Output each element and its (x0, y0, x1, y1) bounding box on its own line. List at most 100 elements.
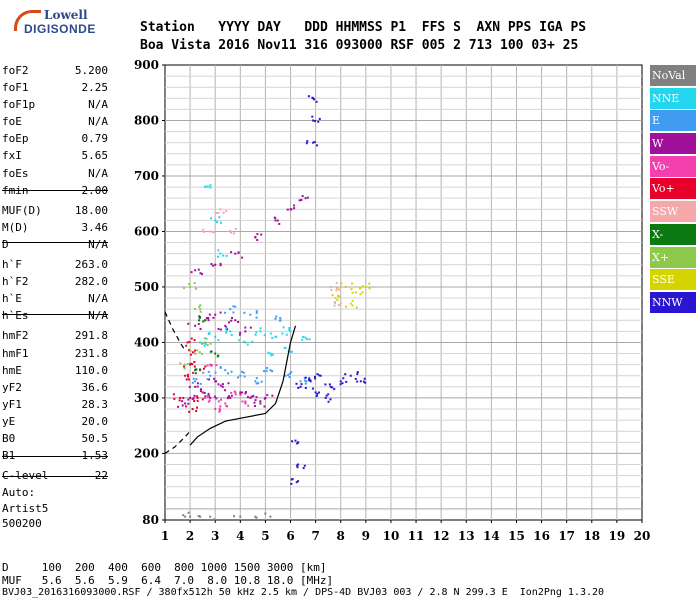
param-value: 263.0 (74, 258, 108, 272)
data-point (195, 378, 198, 381)
data-point (333, 304, 336, 307)
param-value: 282.0 (74, 275, 108, 289)
data-point (328, 383, 331, 386)
data-point (218, 410, 221, 413)
param-row: D N/A (2, 236, 108, 253)
data-point (196, 406, 199, 409)
param-value: 28.3 (81, 397, 109, 411)
data-point (196, 399, 199, 402)
data-point (290, 482, 293, 485)
data-point (308, 338, 311, 341)
param-row: B0 50.5 (2, 430, 108, 447)
logo-arc-icon (14, 10, 41, 31)
data-point (306, 140, 309, 143)
data-point (230, 370, 233, 373)
data-point (217, 383, 220, 386)
data-point (266, 394, 269, 397)
data-point (304, 386, 307, 389)
data-point (199, 310, 202, 313)
param-value: 110.0 (74, 363, 108, 377)
data-point (227, 382, 230, 385)
data-point (230, 394, 233, 397)
data-point (271, 370, 274, 373)
data-point (331, 386, 334, 389)
data-point (209, 374, 212, 377)
x-tick-label: 8 (337, 529, 345, 543)
data-point (183, 367, 186, 370)
data-point (308, 377, 311, 380)
param-value: 291.8 (74, 329, 108, 343)
data-point (301, 195, 304, 198)
data-point (191, 381, 194, 384)
legend-item: W (650, 133, 696, 155)
data-point (230, 231, 233, 234)
y-tick-label: 400 (134, 335, 159, 349)
data-point (218, 407, 221, 410)
data-point (345, 305, 348, 308)
data-point (194, 269, 197, 272)
data-point (333, 301, 336, 304)
data-point (333, 388, 336, 391)
data-point (337, 294, 340, 297)
param-label: C-level (2, 469, 49, 483)
x-tick-label: 18 (583, 529, 600, 543)
data-point (238, 339, 241, 342)
data-point (293, 207, 296, 210)
header-row-labels: Station YYYY DAY DDD HHMMSS P1 FFS S AXN… (140, 20, 587, 35)
data-point (184, 515, 187, 518)
param-value: 3.46 (81, 220, 109, 234)
data-point (239, 331, 242, 334)
data-point (241, 370, 244, 373)
data-point (226, 397, 229, 400)
data-point (263, 405, 266, 408)
data-point (264, 512, 267, 515)
data-point (236, 376, 239, 379)
data-point (249, 396, 252, 399)
data-point (265, 366, 268, 369)
data-point (219, 409, 222, 412)
data-point (255, 516, 258, 519)
data-point (288, 328, 291, 331)
data-point (198, 315, 201, 318)
param-label: M(D) (2, 220, 29, 234)
data-point (219, 252, 222, 255)
data-point (267, 351, 270, 354)
x-tick-label: 4 (236, 529, 244, 543)
param-label: B0 (2, 431, 16, 445)
data-point (206, 344, 209, 347)
data-point (316, 144, 319, 147)
data-point (204, 319, 207, 322)
param-row: hmE 110.0 (2, 362, 108, 379)
data-point (198, 351, 201, 354)
data-point (336, 299, 339, 302)
data-point (315, 100, 318, 103)
header-row-values: Boa Vista 2016 Nov11 316 093000 RSF 005 … (140, 38, 579, 53)
data-point (254, 380, 257, 383)
param-value: 231.8 (74, 346, 108, 360)
data-point (243, 375, 246, 378)
data-point (199, 515, 202, 518)
param-label: yE (2, 414, 16, 428)
data-point (255, 311, 258, 314)
data-point (255, 377, 258, 380)
param-label: hmF2 (2, 329, 29, 343)
data-point (337, 288, 340, 291)
data-point (297, 480, 300, 483)
legend-item: E (650, 110, 696, 132)
data-point (194, 287, 197, 290)
data-point (219, 311, 222, 314)
data-point (196, 349, 199, 352)
data-point (205, 337, 208, 340)
data-point (194, 385, 197, 388)
data-point (242, 371, 245, 374)
data-point (327, 393, 330, 396)
data-point (173, 397, 176, 400)
data-point (305, 380, 308, 383)
data-point (329, 385, 332, 388)
data-point (209, 350, 212, 353)
data-point (199, 382, 202, 385)
data-point (199, 368, 202, 371)
data-point (196, 396, 199, 399)
data-point (246, 396, 249, 399)
data-point (253, 401, 256, 404)
